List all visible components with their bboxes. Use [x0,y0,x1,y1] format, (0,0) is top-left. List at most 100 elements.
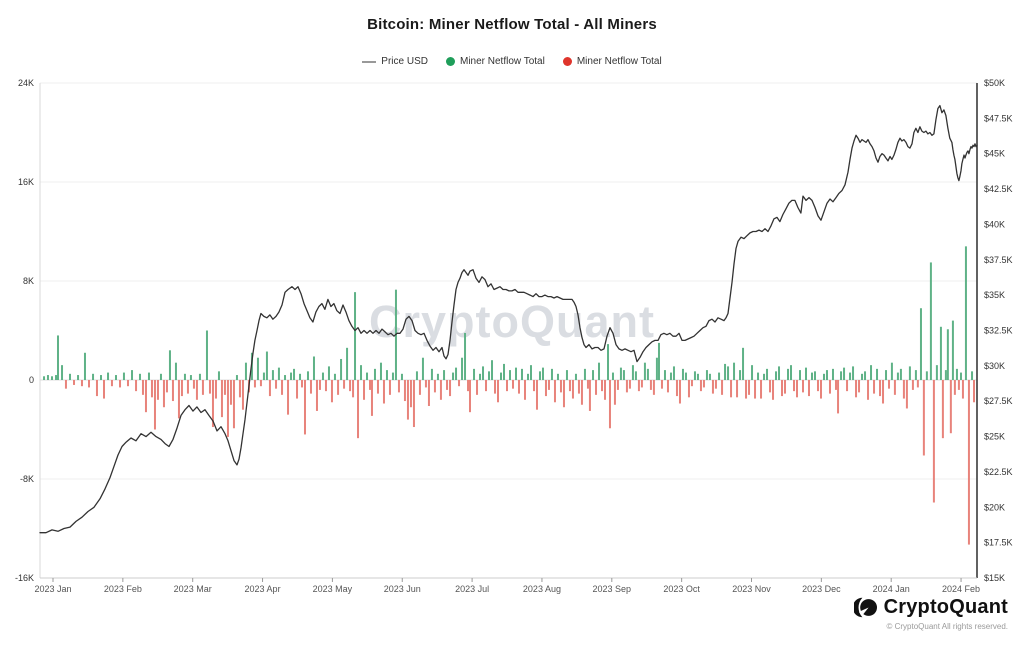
netflow-bar-positive [550,368,553,380]
netflow-bar-negative [370,380,373,416]
netflow-bar-positive [461,357,464,380]
x-axis-tick-label: 2023 Sep [593,584,632,594]
netflow-bar-positive [373,368,376,380]
x-axis-tick-label: 2023 Nov [732,584,771,594]
netflow-bar-positive [727,366,730,380]
x-axis-tick-label: 2023 Oct [663,584,700,594]
netflow-bar-positive [205,330,208,380]
netflow-bar-positive [775,371,778,380]
netflow-bar-positive [327,366,330,380]
netflow-bar-negative [867,380,870,400]
x-axis-tick-label: 2024 Jan [873,584,910,594]
netflow-bar-negative [253,380,256,388]
netflow-bar-negative [819,380,822,399]
green-dot-icon [445,57,455,66]
netflow-bar-positive [77,375,80,380]
netflow-bar-negative [748,380,751,395]
netflow-bar-negative [553,380,556,403]
netflow-bar-negative [816,380,819,392]
netflow-bar-positive [831,368,834,380]
right-axis-tick-label: $42.5K [984,184,1013,194]
right-axis-tick-label: $45K [984,149,1005,159]
netflow-bar-negative [259,380,262,387]
netflow-bar-positive [574,373,577,380]
left-axis-tick-label: 0 [29,375,34,385]
netflow-bar-negative [296,380,299,399]
left-axis-tick-label: -16K [15,573,34,583]
left-axis-tick-label: 24K [18,78,34,88]
netflow-bar-negative [141,380,144,395]
netflow-bar-positive [284,375,287,380]
netflow-bar-positive [708,373,711,380]
netflow-bar-negative [595,380,598,395]
netflow-bar-negative [485,380,488,392]
netflow-bar-positive [235,375,238,380]
netflow-bar-positive [159,373,162,380]
netflow-bar-positive [277,367,280,380]
netflow-bar-negative [652,380,655,395]
netflow-bar-negative [801,380,804,393]
netflow-bar-negative [893,380,896,395]
netflow-bar-positive [929,262,932,380]
netflow-bar-negative [449,380,452,397]
netflow-bar-positive [168,350,171,380]
netflow-bar-negative [625,380,628,393]
netflow-bar-negative [699,380,702,392]
netflow-bar-negative [349,380,352,392]
netflow-bar-positive [672,366,675,380]
netflow-bar-negative [214,380,217,399]
netflow-bar-positive [452,372,455,380]
netflow-bar-negative [232,380,235,429]
netflow-bar-negative [318,380,321,390]
netflow-bar-positive [890,362,893,380]
netflow-bar-positive [183,373,186,380]
netflow-bar-negative [388,380,391,395]
netflow-bar-negative [517,380,520,394]
netflow-bar-positive [83,352,86,380]
footer-brand: CryptoQuant [883,596,1008,618]
x-axis-tick-label: 2023 Jan [34,584,71,594]
netflow-bar-positive [634,371,637,380]
left-axis-tick-label: 16K [18,177,34,187]
x-axis-tick-label: 2023 Feb [104,584,142,594]
netflow-bar-negative [953,380,956,395]
netflow-bar-negative [769,380,772,393]
netflow-bar-positive [919,308,922,380]
netflow-bar-positive [959,372,962,380]
netflow-bar-negative [73,380,76,385]
netflow-bar-positive [646,368,649,380]
netflow-bar-positive [290,372,293,380]
netflow-bar-negative [796,380,799,398]
netflow-bar-negative [363,380,366,400]
netflow-bar-negative [476,380,479,395]
netflow-bar-positive [256,357,259,380]
netflow-bar-positive [935,365,938,380]
netflow-bar-positive [138,373,141,380]
netflow-bar-positive [619,367,622,380]
netflow-bar-negative [772,380,775,400]
netflow-bar-negative [427,380,430,406]
netflow-bar-negative [330,380,333,403]
netflow-bar-positive [500,372,503,380]
netflow-bar-negative [315,380,318,411]
netflow-bar-negative [412,380,415,428]
right-axis-tick-label: $35K [984,290,1005,300]
legend-item-price: Price USD [362,56,428,67]
right-axis-tick-label: $25K [984,432,1005,442]
netflow-bar-negative [162,380,165,408]
netflow-bar-negative [568,380,571,392]
netflow-bar-positive [464,332,467,380]
netflow-bar-positive [813,371,816,380]
netflow-bar-negative [855,380,858,398]
netflow-bar-positive [479,373,482,380]
netflow-bar-positive [520,368,523,380]
netflow-bar-positive [799,370,802,380]
netflow-bar-negative [303,380,306,435]
netflow-bar-positive [473,368,476,380]
netflow-bar-negative [300,380,303,388]
netflow-bar-positive [114,375,117,380]
netflow-bar-positive [598,362,601,380]
netflow-bar-negative [80,380,83,387]
